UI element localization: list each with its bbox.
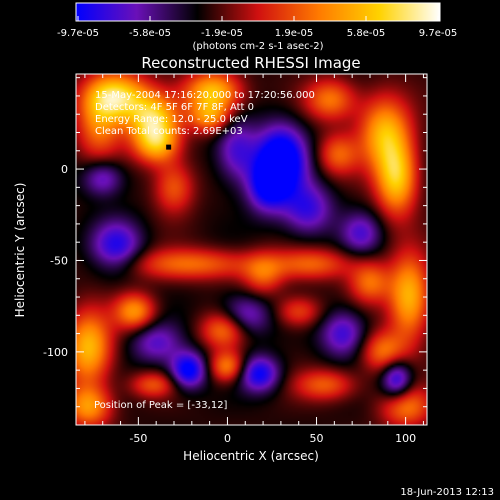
- colorbar-tick-label: 9.7e-05: [419, 28, 457, 39]
- y-tick-label: -50: [50, 254, 68, 267]
- colorbar-tick-label: -1.9e-05: [201, 28, 243, 39]
- colorbar-tick-label: -9.7e-05: [57, 28, 99, 39]
- x-axis: -50 0 50 100: [84, 74, 424, 445]
- x-tick-label: -50: [129, 432, 147, 445]
- colorbar: [75, 2, 441, 22]
- y-axis-label: Heliocentric Y (arcsec): [13, 183, 27, 318]
- x-tick-label: 0: [224, 432, 231, 445]
- y-tick-label: 0: [61, 163, 68, 176]
- x-tick-label: 100: [395, 432, 416, 445]
- annotations: 15-May-2004 17:16:20.000 to 17:20:56.000…: [95, 90, 315, 137]
- y-axis: 0 -50 -100: [43, 77, 427, 426]
- x-axis-label: Heliocentric X (arcsec): [183, 449, 319, 463]
- annotation-line: 15-May-2004 17:16:20.000 to 17:20:56.000: [95, 90, 315, 101]
- colorbar-tick-label: 5.8e-05: [347, 28, 385, 39]
- colorbar-ticks: -9.7e-05 -5.8e-05 -1.9e-05 1.9e-05 5.8e-05 9.…: [57, 16, 457, 39]
- heatmap-image: [76, 74, 427, 425]
- plot-frame: [75, 73, 428, 426]
- timestamp: 18-Jun-2013 12:13: [400, 487, 494, 498]
- annotation-line: Energy Range: 12.0 - 25.0 keV: [95, 114, 248, 125]
- chart-title: Reconstructed RHESSI Image: [141, 54, 360, 72]
- colorbar-tick-label: 1.9e-05: [275, 28, 313, 39]
- peak-marker: [166, 144, 172, 150]
- colorbar-tick-label: -5.8e-05: [129, 28, 171, 39]
- x-tick-label: 50: [310, 432, 324, 445]
- peak-position-label: Position of Peak = [-33,12]: [94, 400, 228, 411]
- annotation-line: Clean Total counts: 2.69E+03: [95, 126, 243, 137]
- y-tick-label: -100: [43, 346, 68, 359]
- annotation-line: Detectors: 4F 5F 6F 7F 8F, Att 0: [95, 102, 254, 113]
- colorbar-unit-label: (photons cm-2 s-1 asec-2): [192, 41, 323, 52]
